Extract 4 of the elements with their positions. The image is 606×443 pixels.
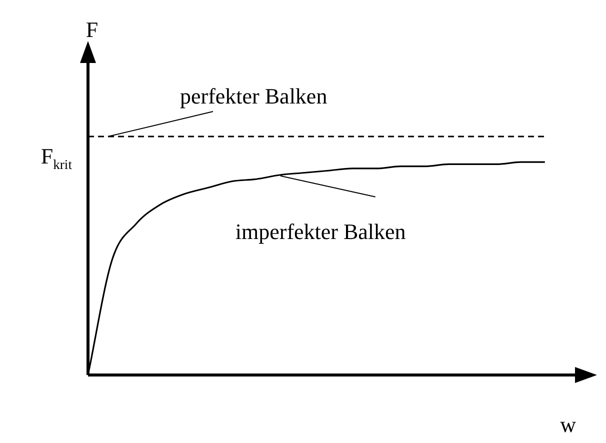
annotation: perfekter Balken <box>180 84 328 109</box>
text: F <box>86 17 98 42</box>
x-axis-title: w <box>560 412 576 437</box>
legend-label: imperfekter Balken <box>235 218 406 244</box>
